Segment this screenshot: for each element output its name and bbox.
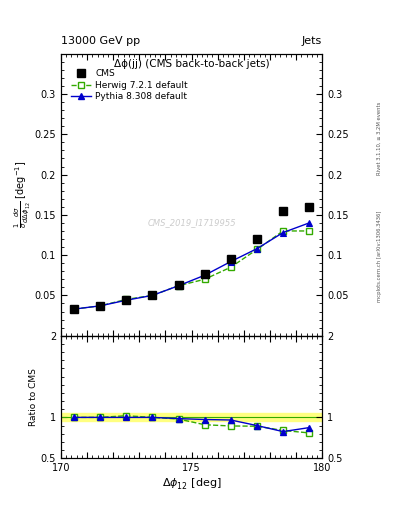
Text: Δϕ(jj) (CMS back-to-back jets): Δϕ(jj) (CMS back-to-back jets) <box>114 59 269 70</box>
Text: CMS_2019_I1719955: CMS_2019_I1719955 <box>147 219 236 227</box>
X-axis label: $\Delta\phi_{12}^{}\ [\mathrm{deg}]$: $\Delta\phi_{12}^{}\ [\mathrm{deg}]$ <box>162 476 221 491</box>
Legend: CMS, Herwig 7.2.1 default, Pythia 8.308 default: CMS, Herwig 7.2.1 default, Pythia 8.308 … <box>68 67 191 103</box>
Text: 13000 GeV pp: 13000 GeV pp <box>61 36 140 46</box>
Y-axis label: $\frac{1}{\sigma}\frac{d\sigma}{d\Delta\phi_{12}^{}}\ [\mathrm{deg}^{-1}]$: $\frac{1}{\sigma}\frac{d\sigma}{d\Delta\… <box>13 161 33 228</box>
Text: mcplots.cern.ch [arXiv:1306.3436]: mcplots.cern.ch [arXiv:1306.3436] <box>377 210 382 302</box>
Text: Rivet 3.1.10, ≥ 3.2M events: Rivet 3.1.10, ≥ 3.2M events <box>377 101 382 175</box>
Text: Jets: Jets <box>302 36 322 46</box>
Y-axis label: Ratio to CMS: Ratio to CMS <box>29 368 38 426</box>
Bar <box>61 413 322 421</box>
